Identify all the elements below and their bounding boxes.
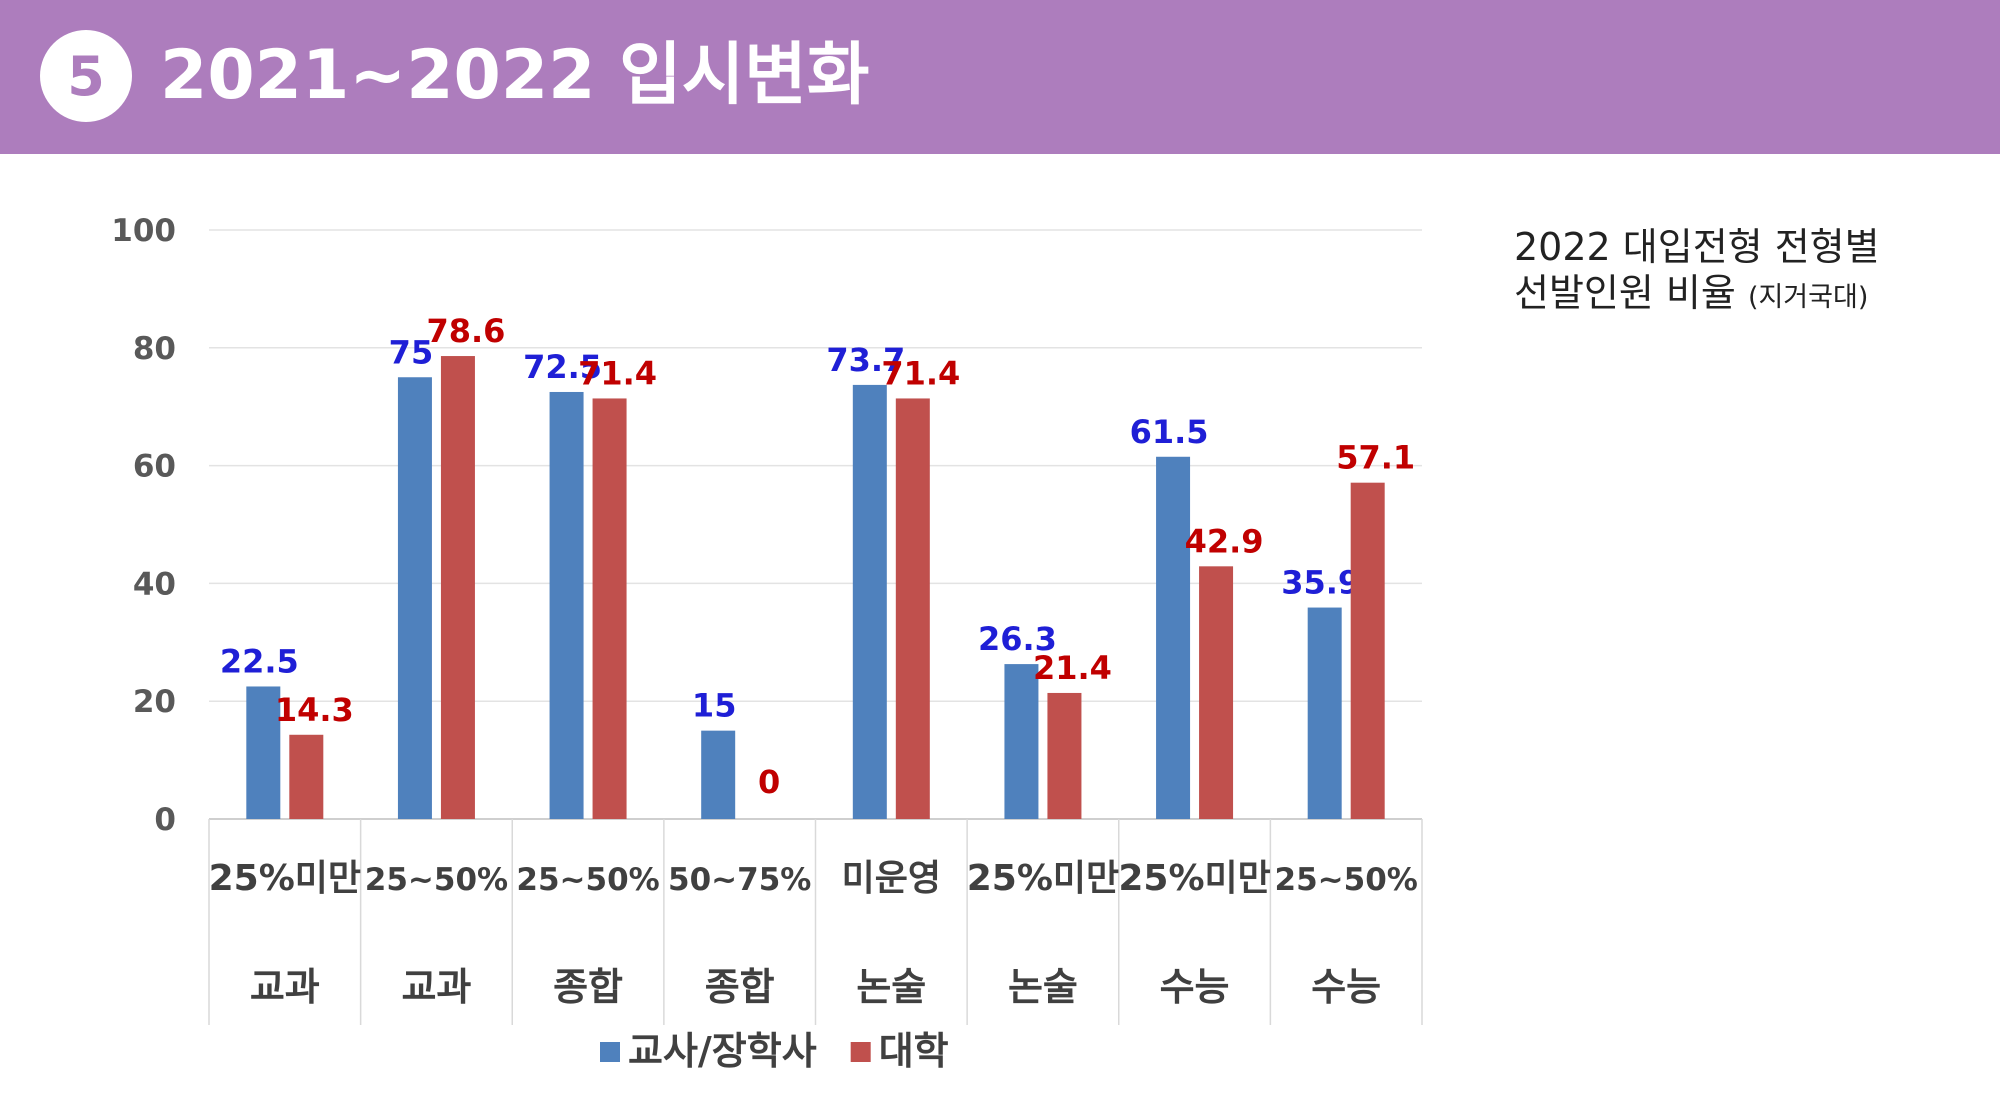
- x-tick-label: 종합: [553, 965, 623, 1009]
- data-label: 57.1: [1336, 439, 1415, 477]
- y-tick-label: 60: [133, 449, 176, 485]
- x-tick-label: 논술: [1008, 965, 1078, 1009]
- x-tick-label: 25~50%: [516, 862, 659, 898]
- data-label: 35.9: [1281, 564, 1360, 602]
- note-line-1: 2022 대입전형 전형별: [1514, 225, 1880, 269]
- data-label: 78.6: [426, 312, 505, 350]
- section-number-badge: 5: [40, 30, 132, 122]
- bar: [895, 398, 930, 819]
- y-tick-label: 100: [111, 213, 176, 249]
- x-tick-label: 수능: [1160, 965, 1230, 1009]
- page-title: 2021~2022 입시변화: [160, 36, 870, 115]
- data-label: 0: [758, 763, 780, 801]
- x-tick-label: 수능: [1311, 965, 1381, 1009]
- x-tick-label: 25%미만: [1118, 858, 1270, 899]
- y-tick-label: 0: [154, 802, 176, 838]
- data-label: 71.4: [881, 354, 960, 392]
- data-label: 21.4: [1033, 649, 1112, 687]
- x-tick-label: 25~50%: [365, 862, 508, 898]
- x-tick-label: 25%미만: [967, 858, 1119, 899]
- bar: [397, 377, 432, 819]
- y-tick-label: 20: [133, 684, 176, 720]
- data-label: 73.7: [826, 341, 905, 379]
- x-tick-label: 50~75%: [668, 862, 811, 898]
- data-label: 22.5: [220, 642, 299, 680]
- y-tick-label: 80: [133, 331, 176, 367]
- bar: [1156, 456, 1191, 819]
- bar: [1199, 566, 1234, 819]
- bar: [1004, 664, 1039, 819]
- x-tick-label: 종합: [705, 965, 775, 1009]
- bar: [852, 384, 887, 819]
- x-tick-label: 25%미만: [209, 858, 361, 899]
- header-banner: 5 2021~2022 입시변화: [0, 0, 2000, 154]
- x-tick-label: 25~50%: [1275, 862, 1418, 898]
- data-label: 75: [389, 333, 434, 371]
- bar: [246, 686, 281, 819]
- bar: [549, 391, 584, 819]
- note-line-2-main: 선발인원 비율: [1514, 271, 1736, 315]
- bar: [289, 734, 324, 819]
- legend-swatch: [850, 1042, 871, 1062]
- x-tick-label: 교과: [401, 965, 471, 1009]
- x-tick-label: 교과: [250, 965, 320, 1009]
- data-label: 72.5: [523, 348, 602, 386]
- legend-label: 대학: [879, 1029, 949, 1073]
- bar: [1047, 692, 1082, 819]
- y-tick-label: 40: [133, 566, 176, 602]
- bar: [1307, 607, 1342, 819]
- bar: [1350, 482, 1385, 819]
- bar: [701, 730, 736, 819]
- chart-note: 2022 대입전형 전형별 선발인원 비율 (지거국대): [1514, 224, 1880, 321]
- x-tick-label: 미운영: [842, 858, 941, 899]
- data-label: 15: [692, 687, 737, 725]
- data-label: 71.4: [578, 354, 657, 392]
- bar: [440, 356, 475, 819]
- data-label: 42.9: [1185, 522, 1264, 560]
- legend-label: 교사/장학사: [628, 1029, 817, 1073]
- data-label: 26.3: [978, 620, 1057, 658]
- legend-swatch: [600, 1042, 620, 1062]
- note-line-2: 선발인원 비율 (지거국대): [1514, 270, 1880, 321]
- data-label: 14.3: [275, 691, 354, 729]
- data-label: 61.5: [1130, 413, 1209, 451]
- note-line-2-small: (지거국대): [1747, 282, 1869, 313]
- bar: [592, 398, 627, 819]
- x-tick-label: 논술: [856, 965, 926, 1009]
